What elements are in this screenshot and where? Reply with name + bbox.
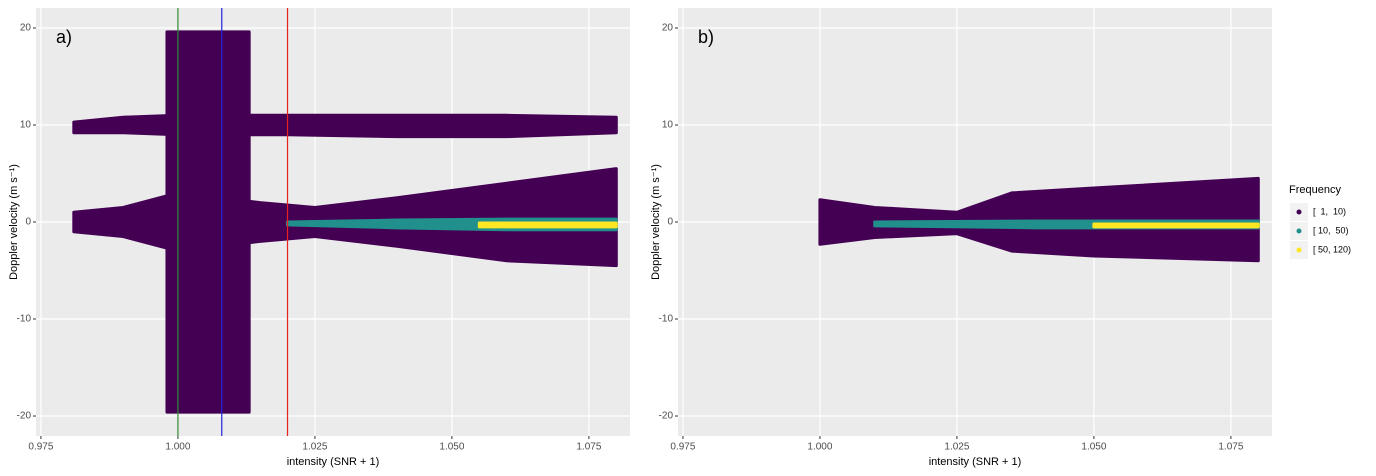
x-axis-label: intensity (SNR + 1) [929, 456, 1022, 468]
y-axis-label: Doppler velocity (m s⁻¹) [650, 164, 662, 280]
legend-label: [ 50, 120) [1313, 244, 1351, 254]
point-cloud [477, 221, 618, 229]
x-tick-label: 1.025 [302, 442, 327, 453]
legend-swatch [1296, 228, 1302, 234]
legend-label: [ 1, 10) [1313, 206, 1346, 216]
panel-label: a) [56, 27, 72, 47]
x-tick-label: 1.075 [1218, 442, 1243, 453]
point-cloud [72, 167, 618, 268]
y-axis-label: Doppler velocity (m s⁻¹) [8, 164, 20, 280]
y-tick-label: -20 [659, 411, 674, 422]
legend-title: Frequency [1289, 184, 1341, 196]
y-tick-label: -10 [17, 314, 32, 325]
y-tick-label: 10 [20, 120, 32, 131]
x-tick-label: 1.000 [165, 442, 190, 453]
x-tick-label: 1.025 [944, 442, 969, 453]
y-tick-label: 10 [662, 120, 674, 131]
legend-label: [ 10, 50) [1313, 225, 1349, 235]
x-tick-label: 1.050 [1081, 442, 1106, 453]
x-tick-label: 1.000 [807, 442, 832, 453]
panel-label: b) [698, 27, 714, 47]
x-axis-label: intensity (SNR + 1) [287, 456, 380, 468]
y-tick-label: -10 [659, 314, 674, 325]
y-tick-label: 0 [667, 217, 673, 228]
legend-swatch [1296, 209, 1302, 215]
y-tick-label: 0 [25, 217, 31, 228]
point-cloud [1092, 222, 1260, 229]
y-tick-label: 20 [20, 23, 32, 34]
y-tick-label: -20 [17, 411, 32, 422]
x-tick-label: 1.050 [439, 442, 464, 453]
x-tick-label: 0.975 [670, 442, 695, 453]
y-tick-label: 20 [662, 23, 674, 34]
x-tick-label: 0.975 [28, 442, 53, 453]
point-cloud [72, 113, 618, 139]
legend-swatch [1296, 247, 1302, 253]
x-tick-label: 1.075 [576, 442, 601, 453]
